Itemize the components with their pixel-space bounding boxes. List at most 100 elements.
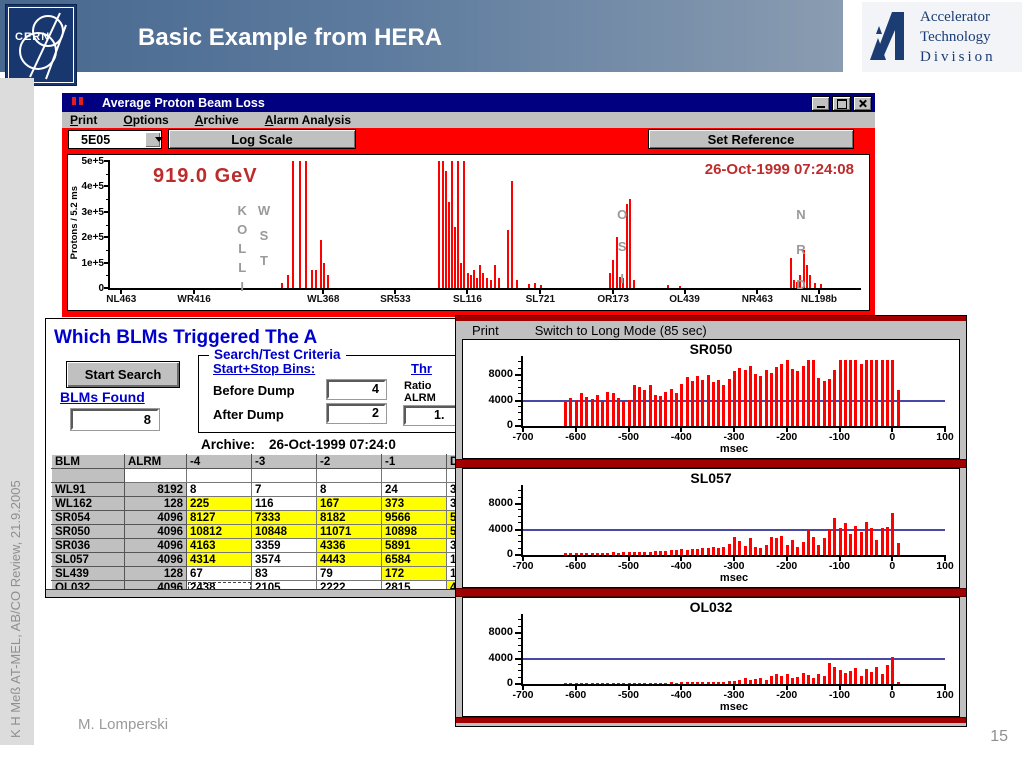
value-cell[interactable]: 4443 xyxy=(316,552,382,567)
value-cell[interactable]: 9566 xyxy=(381,510,447,525)
blm-name-cell: SL057 xyxy=(51,552,125,567)
value-cell[interactable]: 3359 xyxy=(251,538,317,553)
loss-bar xyxy=(711,382,715,426)
value-cell[interactable]: 10898 xyxy=(381,524,447,539)
timestamp-label: 26-Oct-1999 07:24:08 xyxy=(704,161,854,178)
value-cell[interactable]: 7 xyxy=(251,482,317,497)
value-cell[interactable]: 373 xyxy=(381,496,447,511)
beam-loss-bar xyxy=(466,272,469,288)
detail-chart-stack: SR050 -700 -600 -500 -400 -300 -200 -100 0 100 mse… xyxy=(456,339,966,723)
menu-item-print[interactable]: Print xyxy=(70,113,98,127)
zone-annotation: I xyxy=(620,271,624,286)
loss-bar xyxy=(669,682,673,684)
value-cell[interactable]: 116 xyxy=(251,496,317,511)
value-cell[interactable]: 67 xyxy=(186,566,252,581)
zone-annotation: R xyxy=(796,242,806,257)
x-axis-unit-label: msec xyxy=(719,443,749,455)
value-cell[interactable]: 8 xyxy=(316,482,382,497)
beam-loss-bar xyxy=(304,161,307,288)
loss-bar xyxy=(891,513,895,555)
value-cell[interactable]: 4314 xyxy=(186,552,252,567)
blank-cell xyxy=(124,468,187,483)
loss-bar xyxy=(896,682,900,684)
start-search-button[interactable]: Start Search xyxy=(66,361,180,388)
value-cell[interactable]: 225 xyxy=(186,496,252,511)
beam-titlebar[interactable]: Average Proton Beam Loss xyxy=(62,93,875,112)
x-tick xyxy=(627,684,630,690)
after-dump-field[interactable]: 2 xyxy=(326,403,387,424)
blm-detail-window: Print Switch to Long Mode (85 sec) SR050 -… xyxy=(455,315,967,727)
value-cell[interactable]: 10812 xyxy=(186,524,252,539)
value-cell[interactable]: 8127 xyxy=(186,510,252,525)
loss-bar xyxy=(696,548,700,555)
beam-window-title: Average Proton Beam Loss xyxy=(102,95,265,110)
start-stop-bins-label[interactable]: Start+Stop Bins: xyxy=(213,361,316,376)
y-minor-tick xyxy=(518,670,523,672)
value-cell[interactable]: 4336 xyxy=(316,538,382,553)
value-cell[interactable]: 83 xyxy=(251,566,317,581)
atd-line-3: Division xyxy=(920,49,996,65)
beam-loss-bar xyxy=(628,199,631,288)
loss-bar xyxy=(738,368,742,426)
zone-annotation: I xyxy=(240,279,244,294)
y-tick xyxy=(515,374,523,377)
loss-bar xyxy=(754,678,758,684)
loss-bar xyxy=(611,552,615,555)
log-scale-button[interactable]: Log Scale xyxy=(168,129,356,149)
threshold-label[interactable]: Thr xyxy=(411,361,432,376)
value-cell[interactable]: 172 xyxy=(381,566,447,581)
loss-bar xyxy=(680,384,684,426)
value-cell[interactable]: 4163 xyxy=(186,538,252,553)
loss-bar xyxy=(748,366,752,426)
loss-bar xyxy=(785,359,789,426)
x-tick xyxy=(466,288,469,294)
loss-bar xyxy=(601,400,605,426)
x-tick xyxy=(522,426,524,432)
value-cell[interactable]: 167 xyxy=(316,496,382,511)
loss-bar xyxy=(854,526,858,555)
blms-found-field[interactable]: 8 xyxy=(70,408,160,431)
value-cell[interactable]: 11071 xyxy=(316,524,382,539)
scale-dropdown[interactable]: 5E05 xyxy=(68,130,163,149)
menu-item-options[interactable]: Options xyxy=(123,113,169,127)
x-tick xyxy=(627,555,630,561)
archive-line: Archive: 26-Oct-1999 07:24:0 xyxy=(201,437,410,452)
x-tick-label: 0 xyxy=(889,431,896,443)
value-cell[interactable]: 5891 xyxy=(381,538,447,553)
value-cell[interactable]: 7333 xyxy=(251,510,317,525)
loss-bar xyxy=(595,683,599,684)
detail-top-band xyxy=(456,316,966,321)
plot-area: -700 -600 -500 -400 -300 -200 -100 0 100 msec xyxy=(512,485,954,584)
chart-title: SR050 xyxy=(689,341,733,357)
value-cell[interactable]: 3574 xyxy=(251,552,317,567)
value-cell[interactable]: 24 xyxy=(381,482,447,497)
minimize-icon xyxy=(816,105,825,108)
close-button[interactable] xyxy=(853,96,872,111)
y-tick xyxy=(515,632,523,635)
value-cell[interactable]: 79 xyxy=(316,566,382,581)
minimize-button[interactable] xyxy=(811,96,830,111)
before-dump-field[interactable]: 4 xyxy=(326,379,387,400)
detail-menu-item-print[interactable]: Print xyxy=(472,322,499,338)
threshold-line xyxy=(523,657,945,660)
detail-menu-item-switch[interactable]: Switch to Long Mode (85 sec) xyxy=(534,322,707,338)
value-cell[interactable]: 10848 xyxy=(251,524,317,539)
loss-bar xyxy=(769,536,773,555)
y-tick xyxy=(515,528,523,531)
beam-y-ticks: 5e+5 4e+5 3e+5 2e+5 1e+5 0 xyxy=(80,156,106,294)
x-axis-unit-label: msec xyxy=(719,572,749,584)
set-reference-button[interactable]: Set Reference xyxy=(648,129,854,149)
maximize-button[interactable] xyxy=(832,96,851,111)
loss-bar xyxy=(738,679,742,684)
value-cell[interactable]: 6584 xyxy=(381,552,447,567)
menu-item-alarm-analysis[interactable]: Alarm Analysis xyxy=(264,113,352,127)
dropdown-button[interactable] xyxy=(145,132,163,147)
beam-loss-bar xyxy=(540,285,543,288)
y-minor-tick xyxy=(518,496,523,498)
y-tick-label: 0 xyxy=(506,419,513,431)
blms-found-label[interactable]: BLMs Found xyxy=(60,389,145,405)
beam-toolbar: 5E05 Log Scale Set Reference xyxy=(62,128,875,149)
value-cell[interactable]: 8 xyxy=(186,482,252,497)
value-cell[interactable]: 8182 xyxy=(316,510,382,525)
menu-item-archive[interactable]: Archive xyxy=(194,113,239,127)
